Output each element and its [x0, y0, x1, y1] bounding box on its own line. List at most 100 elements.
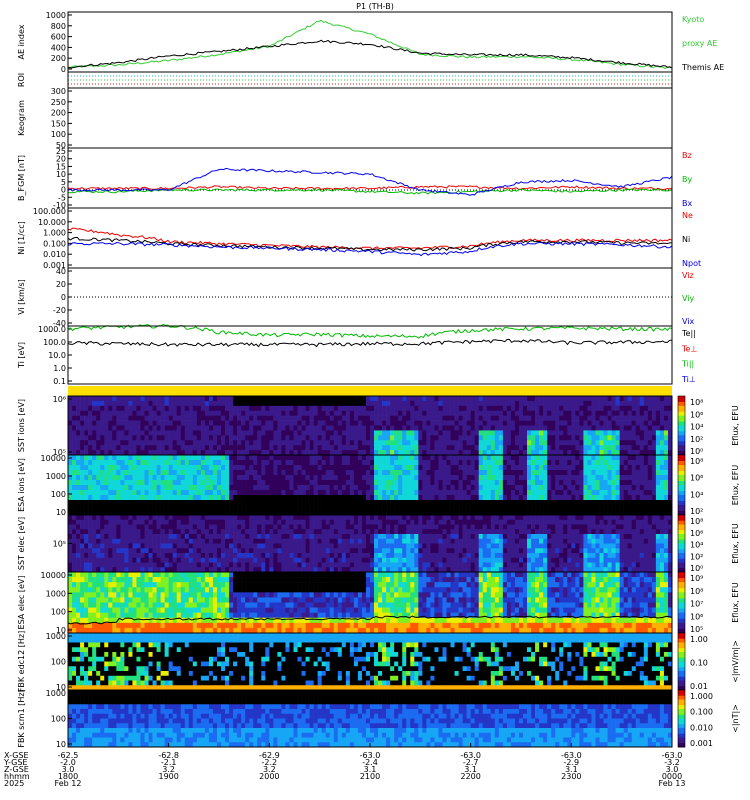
bfgm-tick-label: -10: [53, 201, 66, 210]
ti-tick-label: 1.0: [53, 364, 66, 373]
esa-elec-potential-line: [67, 615, 673, 625]
ni-legend-ne: Ne: [682, 211, 693, 220]
fbk_e-cbar-tick: 0.01: [690, 682, 708, 691]
sst_e-cbar-tick: 10⁶: [690, 529, 703, 538]
sst_e-cbar-tick: 10⁴: [690, 541, 703, 550]
fbk_b-cbar-tick: 0.010: [690, 723, 713, 732]
ti-frame: [67, 325, 673, 385]
fbk_b-cbar-tick: 0.100: [690, 708, 713, 717]
fbk_e-cbar-tick: 0.10: [690, 659, 708, 668]
bfgm-tick-label: 15: [56, 162, 66, 171]
xaxis-tick-label: -2.1: [161, 758, 177, 767]
bfgm-tick-label: 10: [56, 170, 66, 179]
xaxis-date-label: Feb 13: [659, 779, 686, 788]
ni-tick-label: 10.000: [38, 218, 66, 227]
xaxis-tick-label: -2.0: [60, 758, 76, 767]
fbk_e-ylabel: FBK edc12 [Hz]: [17, 631, 26, 692]
ti-tick-label: 1000.0: [38, 325, 66, 334]
sst_e-spectrogram: [68, 515, 673, 573]
ti-legend-ti: Ti⊥: [681, 375, 696, 384]
xaxis-tick-label: -3.2: [664, 758, 680, 767]
ti-tick-label: 100.0: [43, 338, 66, 347]
sst_i-ylabel: SST ions [eV]: [17, 399, 26, 452]
ni-tick-label: 0.100: [43, 239, 66, 248]
bfgm-tick-label: 20: [56, 155, 66, 164]
ae-tick-label: 1000: [46, 11, 66, 20]
esa_e-tick-label: 100: [51, 608, 66, 617]
xaxis-tick-label: -63.0: [360, 751, 381, 760]
xaxis-tick-label: -62.8: [158, 751, 179, 760]
ni-tick-label: 0.010: [43, 250, 66, 259]
xaxis-row-label: X-GSE: [4, 751, 29, 760]
ae-tick-label: 400: [51, 43, 66, 52]
sst_i-tick-label: 10⁶: [53, 395, 66, 404]
bfgm-legend-bx: Bx: [682, 199, 692, 208]
sst_i-cbar-tick: 10⁰: [690, 447, 703, 456]
ae-tick-label: 800: [51, 22, 66, 31]
xaxis-row-label: Z-GSE: [4, 765, 29, 774]
fbk_b-spectrogram: [68, 690, 673, 748]
ni-legend-ni: Ni: [682, 235, 690, 244]
fbk_e-tick-label: 10: [56, 683, 66, 692]
sst_i-spectrogram: [68, 396, 673, 456]
esa_i-tick-label: 100: [51, 490, 66, 499]
keogram-tick-label: 300: [51, 87, 66, 96]
esa_i-tick-label: 1000: [46, 472, 66, 481]
esa_e-colorbar: 10⁹ 10⁸ 10⁷ 10⁶ 10⁵ Eflux, EFU: [677, 571, 740, 634]
esa_e-cbar-tick: 10⁸: [690, 587, 703, 596]
vi-legend-viy: Viy: [682, 294, 695, 303]
ti-tick-label: 10.0: [48, 351, 66, 360]
ae-legend-proxyae: proxy AE: [682, 39, 717, 48]
sst_i-cbar-tick: 10⁴: [690, 423, 703, 432]
ti-legend-ti: Ti||: [681, 360, 694, 369]
esa_i-cbar-tick: 10⁴: [690, 490, 703, 499]
vi-tick-label: -20: [53, 306, 66, 315]
fbk_b-tick-label: 1000: [46, 689, 66, 698]
bfgm-tick-label: 5: [61, 178, 66, 187]
xaxis-tick-label: 3.1: [565, 765, 578, 774]
esa_i-cbar-tick: 10²: [690, 507, 703, 516]
esa_i-cbar-tick: 10⁸: [690, 457, 703, 466]
xaxis-tick-label: 3.2: [162, 765, 175, 774]
xaxis-tick-label: 0000: [662, 772, 682, 781]
bfgm-tick-label: 0: [61, 186, 66, 195]
sst_e-cbar-tick: 10²: [690, 552, 703, 561]
sst_e-ylabel: SST elec [eV]: [17, 517, 26, 570]
xaxis-row-label: 2025: [4, 779, 24, 788]
fbk_e-tick-label: 1000: [46, 632, 66, 641]
vi-ylabel: Vi [km/s]: [17, 279, 26, 315]
ni-tick-label: 0.001: [43, 261, 66, 270]
ni-ylabel: Ni [1/cc]: [17, 221, 26, 255]
xaxis-tick-label: -63.0: [460, 751, 481, 760]
ti-ylabel: Ti [eV]: [17, 342, 26, 369]
keogram-tick-label: 250: [51, 98, 66, 107]
ae-series-themisae: [68, 39, 673, 69]
keogram-tick-label: 150: [51, 119, 66, 128]
esa_i-cbar-label: Eflux, EFU: [731, 465, 740, 506]
keogram-ylabel: Keogram: [17, 100, 26, 136]
esa_e-cbar-tick: 10⁹: [690, 574, 703, 583]
ni-series-npot: [67, 241, 673, 257]
sst_i-tick-label: 10⁵: [53, 448, 66, 457]
svg-text:Keogram: Keogram: [17, 100, 26, 136]
ni-series-ne: [67, 227, 673, 251]
fbk_e-cbar-tick: 1.00: [690, 635, 708, 644]
bfgm-tick-label: -5: [58, 193, 66, 202]
sst_i-cbar-label: Eflux, EFU: [731, 405, 740, 446]
xaxis-tick-label: -2.2: [262, 758, 278, 767]
xaxis-tick-label: -63.0: [662, 751, 683, 760]
bfgm-frame: [67, 147, 673, 209]
xaxis-tick-label: 1900: [158, 772, 178, 781]
ti-legend-te: Te||: [681, 329, 696, 338]
ae-legend-themisae: Themis AE: [681, 63, 724, 72]
bfgm-legend-by: By: [682, 175, 692, 184]
keogram-tick-label: 200: [51, 109, 66, 118]
xaxis-tick-label: 2300: [561, 772, 581, 781]
ae-tick-label: 0: [61, 65, 66, 74]
xaxis-tick-label: 2000: [259, 772, 279, 781]
ni-legend-npot: Npot: [682, 259, 701, 268]
esa_e-cbar-tick: 10⁷: [690, 600, 703, 609]
sst_i-cbar-tick: 10²: [690, 435, 703, 444]
xaxis-tick-label: 2100: [360, 772, 380, 781]
xaxis-tick-label: 3.2: [263, 765, 276, 774]
